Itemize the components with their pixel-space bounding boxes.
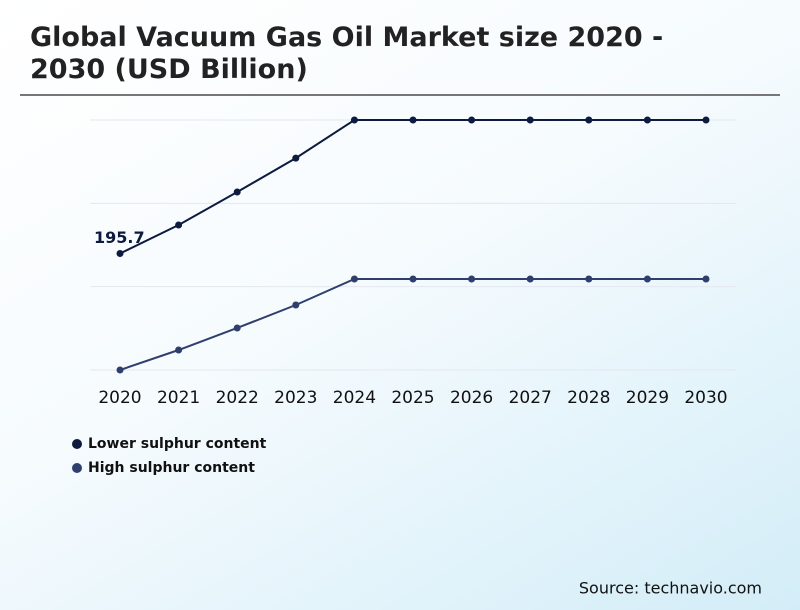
legend-label: Lower sulphur content xyxy=(88,436,267,452)
title-rule xyxy=(20,94,780,96)
source: Source: technavio.com xyxy=(579,579,762,598)
point xyxy=(468,275,476,283)
x-tick-label: 2020 xyxy=(98,388,141,408)
point xyxy=(116,366,124,374)
x-tick-label: 2028 xyxy=(567,388,610,408)
point xyxy=(233,188,241,196)
point xyxy=(468,116,476,124)
legend-marker xyxy=(72,439,82,449)
point xyxy=(585,116,593,124)
x-tick-label: 2024 xyxy=(333,388,376,408)
point xyxy=(175,346,183,354)
point xyxy=(702,116,710,124)
series-line xyxy=(119,119,706,255)
point xyxy=(175,221,183,229)
point xyxy=(350,275,358,283)
point xyxy=(585,275,593,283)
point xyxy=(643,275,651,283)
x-tick-label: 2027 xyxy=(509,388,552,408)
point xyxy=(526,275,534,283)
point xyxy=(292,301,300,309)
point xyxy=(526,116,534,124)
point xyxy=(116,250,124,258)
point xyxy=(292,154,300,162)
legend-marker xyxy=(72,463,82,473)
point xyxy=(702,275,710,283)
point xyxy=(233,324,241,332)
data-label: 195.7 xyxy=(94,228,145,247)
point xyxy=(409,116,417,124)
legend-label: High sulphur content xyxy=(88,460,255,476)
x-tick-label: 2023 xyxy=(274,388,317,408)
x-tick-label: 2029 xyxy=(626,388,669,408)
x-tick-label: 2021 xyxy=(157,388,200,408)
x-tick-label: 2025 xyxy=(391,388,434,408)
chart-title: Global Vacuum Gas Oil Market size 2020 -… xyxy=(30,22,664,85)
series-line xyxy=(119,277,706,371)
point xyxy=(350,116,358,124)
x-tick-label: 2022 xyxy=(216,388,259,408)
x-tick-label: 2026 xyxy=(450,388,493,408)
point xyxy=(643,116,651,124)
x-tick-label: 2030 xyxy=(684,388,727,408)
point xyxy=(409,275,417,283)
